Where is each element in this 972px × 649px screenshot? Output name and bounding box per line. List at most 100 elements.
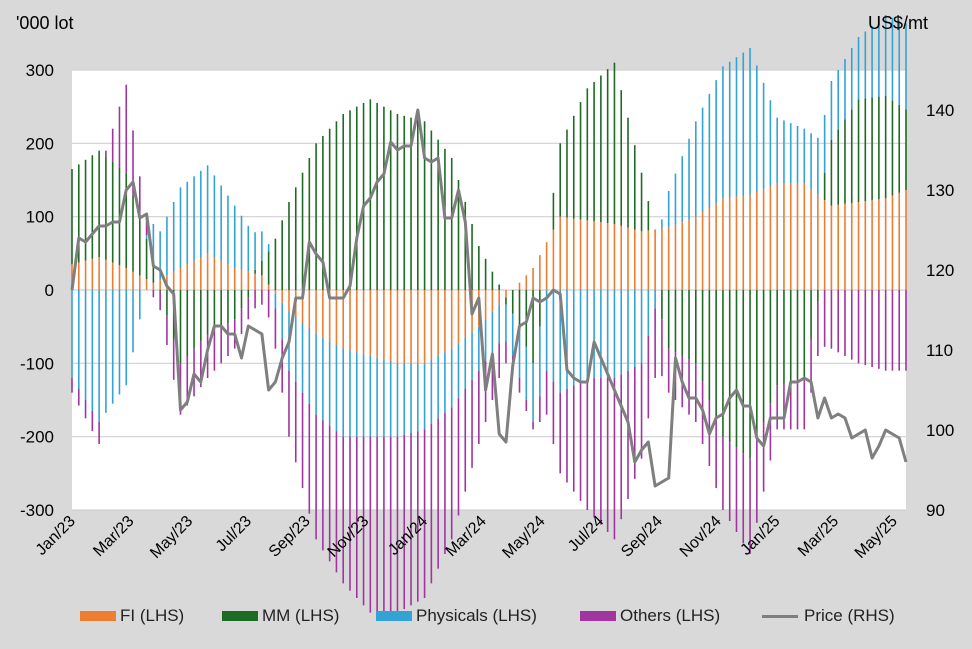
bar-physicals (383, 359, 385, 437)
bar-mm (233, 290, 236, 320)
bar-physicals (125, 290, 128, 386)
bar-physicals (355, 352, 358, 437)
left-axis-unit: '000 lot (16, 13, 74, 33)
bar-physicals (661, 219, 663, 229)
bar-fi (566, 217, 568, 290)
bar-mm (227, 290, 229, 323)
bar-fi (830, 205, 833, 290)
bar-fi (505, 290, 507, 298)
bar-fi (369, 290, 372, 356)
bar-physicals (850, 48, 853, 110)
legend-item-others: Others (LHS) (580, 604, 720, 628)
legend-item-physicals: Physicals (LHS) (376, 604, 537, 628)
bar-others (518, 378, 521, 393)
bar-physicals (200, 170, 202, 257)
bar-fi (430, 290, 433, 360)
bar-others (342, 436, 345, 584)
bar-mm (179, 290, 182, 364)
left-tick-label: 0 (45, 281, 54, 300)
bar-others (640, 363, 643, 459)
bar-others (71, 378, 73, 393)
bar-mm (762, 290, 765, 422)
bar-physicals (525, 346, 528, 400)
bar-fi (803, 183, 806, 290)
bar-others (586, 378, 589, 510)
bar-mm (722, 290, 724, 437)
bar-others (125, 84, 128, 173)
bar-fi (681, 222, 684, 290)
bar-fi (837, 204, 839, 290)
bar-physicals (301, 323, 304, 393)
bar-others (830, 290, 833, 349)
bar-mm (349, 110, 351, 290)
bar-physicals (830, 81, 833, 140)
bar-others (857, 290, 860, 364)
bar-mm (898, 104, 901, 193)
bar-fi (315, 290, 317, 334)
bar-mm (681, 290, 684, 356)
bar-physicals (247, 225, 250, 272)
bar-mm (84, 159, 87, 261)
bar-mm (315, 143, 317, 290)
bar-physicals (518, 330, 521, 378)
bar-others (335, 431, 338, 573)
bar-fi (613, 224, 616, 290)
bar-others (417, 431, 419, 602)
bar-others (240, 308, 243, 334)
bar-physicals (139, 290, 141, 320)
bar-others (139, 176, 141, 217)
bar-mm (518, 290, 521, 331)
bar-fi (193, 260, 195, 290)
bar-physicals (898, 20, 901, 105)
bar-others (545, 370, 548, 415)
bar-fi (498, 290, 500, 305)
bar-mm (579, 102, 582, 220)
bar-others (145, 218, 148, 235)
bar-others (281, 339, 283, 393)
bar-physicals (667, 191, 670, 228)
bar-physicals (166, 216, 168, 276)
bar-others (871, 290, 873, 367)
bar-mm (661, 290, 663, 320)
bar-mm (606, 69, 609, 224)
bar-fi (389, 290, 392, 362)
bar-physicals (715, 80, 717, 203)
price-line (70, 108, 908, 488)
bar-others (471, 379, 473, 468)
bar-others (220, 326, 222, 364)
bar-others (817, 301, 819, 356)
bar-mm (627, 117, 629, 228)
bar-fi (776, 183, 778, 290)
bar-others (593, 378, 595, 518)
bar-others (654, 308, 656, 378)
bar-mm (396, 114, 399, 290)
bar-physicals (410, 363, 412, 433)
bar-mm (362, 103, 365, 290)
bar-mm (471, 224, 473, 290)
bar-physicals (708, 93, 711, 208)
bar-physicals (294, 317, 297, 382)
x-tick-label: May/25 (852, 513, 901, 562)
bar-fi (518, 282, 521, 290)
bar-mm (376, 103, 378, 290)
bar-fi (627, 227, 629, 290)
legend-label-mm: MM (LHS) (262, 606, 340, 625)
bar-mm (837, 129, 839, 205)
bar-physicals (84, 290, 87, 400)
bar-mm (478, 246, 480, 290)
bar-fi (152, 282, 155, 290)
bar-physicals (261, 231, 263, 261)
bar-others (396, 436, 399, 613)
bar-mm (200, 290, 202, 342)
bar-fi (532, 268, 534, 290)
bar-physicals (267, 244, 270, 252)
bar-others (254, 290, 256, 309)
bar-fi (206, 253, 209, 290)
bar-fi (227, 264, 229, 290)
bar-physicals (444, 352, 446, 413)
bar-mm (111, 161, 114, 263)
bar-physicals (756, 65, 758, 192)
bar-others (661, 319, 663, 377)
bar-mm (254, 269, 256, 274)
bar-others (172, 339, 175, 380)
